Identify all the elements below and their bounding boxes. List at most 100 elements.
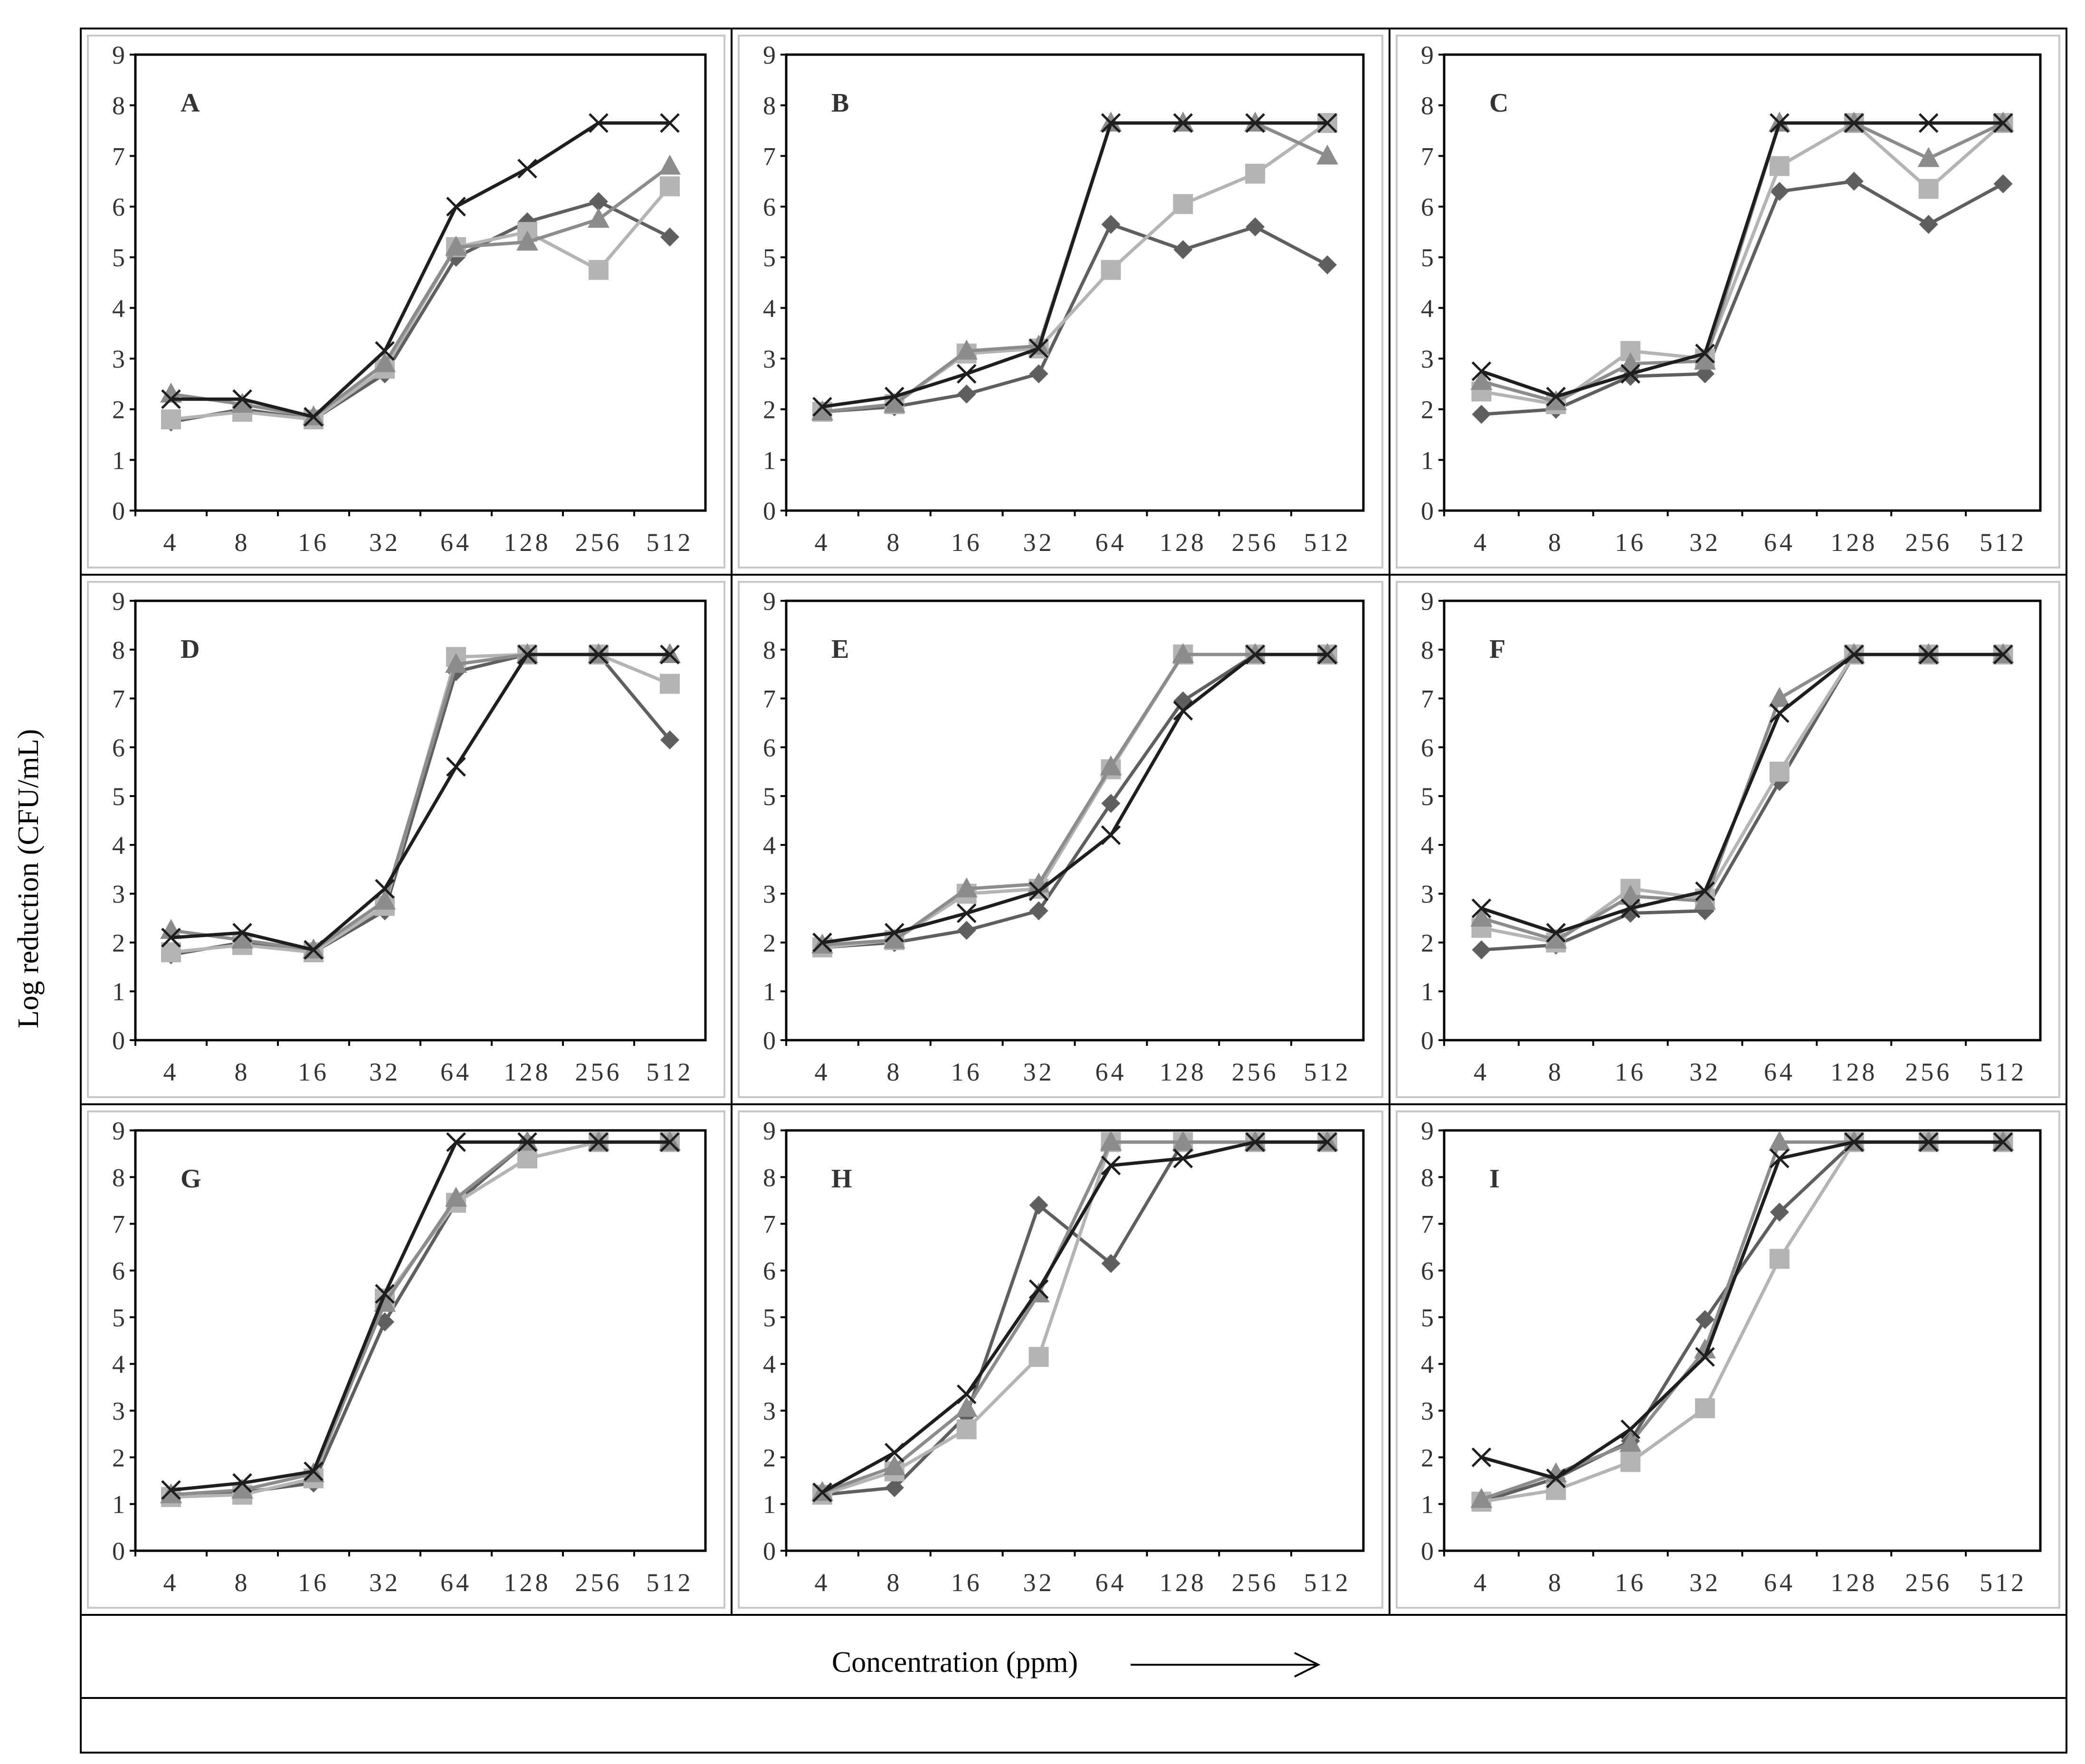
marker-square: [1918, 179, 1939, 199]
plot-area: [134, 1129, 707, 1552]
frame-border: [80, 28, 2067, 1754]
marker-triangle: [231, 393, 253, 413]
panel-border: [738, 1110, 1383, 1609]
x-tick-label: 128: [1160, 528, 1207, 557]
cross-stroke: [161, 389, 181, 409]
x-tick-label: 128: [1830, 528, 1877, 557]
marker-diamond: [1695, 1310, 1715, 1329]
marker-cross: [1993, 113, 2013, 133]
series-line-square: [1481, 1140, 2003, 1504]
marker-diamond: [1029, 1195, 1048, 1215]
marker-triangle: [1545, 390, 1567, 410]
y-tick-label: 6: [112, 193, 125, 221]
plot-area: [1443, 1129, 2042, 1552]
cross-stroke: [660, 113, 680, 133]
cross-stroke: [1546, 1468, 1566, 1489]
panel-E: 0 1 2 3 4 5 6 7 8 9 4 8 16 32 64 128 256 512 E: [738, 581, 1383, 1098]
cross-stroke: [1993, 1132, 2013, 1152]
y-tick-label: 6: [112, 733, 125, 762]
marker-cross: [956, 364, 977, 384]
y-tick-label: 1: [112, 446, 125, 474]
y-tick-label: 9: [1421, 587, 1434, 616]
x-tick-label: 16: [298, 1568, 329, 1597]
marker-triangle: [955, 877, 978, 898]
marker-square: [517, 1148, 537, 1168]
panel-border: [87, 581, 725, 1098]
y-tick-label: 8: [1421, 636, 1434, 664]
y-tick-label: 4: [1421, 831, 1434, 860]
y-tick-label: 6: [763, 733, 776, 762]
cross-stroke: [660, 645, 680, 664]
x-tick-label: 4: [163, 1058, 179, 1086]
marker-cross: [1993, 1132, 2013, 1152]
y-tick-label: 2: [112, 929, 125, 957]
x-tick-label: 64: [440, 1058, 472, 1086]
plot-area: [785, 599, 1365, 1042]
cross-stroke: [1245, 1132, 1265, 1152]
cross-stroke: [1993, 113, 2013, 133]
marker-cross: [589, 1132, 609, 1152]
x-tick-label: 128: [504, 1568, 551, 1597]
plot-area: [1443, 599, 2042, 1042]
marker-triangle: [1694, 350, 1716, 370]
cross-stroke: [375, 1284, 395, 1304]
cross-stroke: [1695, 343, 1715, 364]
marker-cross: [1101, 1155, 1121, 1176]
marker-diamond: [1770, 182, 1789, 201]
y-tick-label: 7: [1421, 1210, 1434, 1239]
series-line-square: [171, 1140, 670, 1499]
y-tick-label: 1: [1421, 1490, 1434, 1519]
marker-cross: [1844, 1132, 1864, 1152]
marker-cross: [1844, 645, 1864, 664]
marker-cross: [1770, 1148, 1790, 1168]
marker-cross: [812, 1482, 832, 1502]
series-line-diamond: [822, 653, 1328, 949]
series-line-cross: [171, 121, 670, 419]
y-tick-label: 8: [112, 636, 125, 664]
marker-square: [1101, 260, 1121, 280]
x-tick-label: 512: [647, 1568, 694, 1597]
y-tick-label: 9: [112, 587, 125, 616]
y-tick-label: 0: [112, 1026, 125, 1055]
cross-stroke: [589, 113, 609, 133]
marker-cross: [660, 113, 680, 133]
x-tick-label: 16: [1615, 1058, 1646, 1086]
x-tick-label: 256: [1232, 1058, 1279, 1086]
y-tick-label: 7: [112, 1210, 125, 1239]
x-tick-label: 512: [647, 1058, 694, 1086]
cross-stroke: [1770, 113, 1790, 133]
cross-stroke: [1317, 1132, 1337, 1152]
x-tick-label: 128: [504, 528, 551, 557]
marker-diamond: [1993, 174, 2013, 193]
cross-stroke: [304, 940, 324, 960]
y-tick-label: 8: [1421, 1163, 1434, 1192]
panel-D: 0 1 2 3 4 5 6 7 8 9 4 8 16 32 64 128 256 512 D: [87, 581, 725, 1098]
y-tick-label: 9: [1421, 1117, 1434, 1145]
cross-stroke: [446, 1132, 466, 1152]
marker-cross: [1317, 1132, 1337, 1152]
x-tick-label: 4: [814, 1568, 830, 1597]
y-tick-label: 6: [1421, 733, 1434, 762]
marker-cross: [1245, 645, 1265, 664]
y-tick-label: 5: [1421, 1303, 1434, 1332]
arrow-head: [1294, 1652, 1321, 1678]
series-line-diamond: [171, 653, 671, 957]
marker-triangle: [374, 890, 396, 910]
x-tick-label: 256: [575, 1058, 622, 1086]
y-tick-label: 3: [112, 880, 125, 909]
cross-stroke: [1918, 113, 1939, 133]
marker-diamond: [1844, 171, 1864, 191]
y-tick-label: 8: [763, 1163, 776, 1192]
marker-cross: [1918, 113, 1939, 133]
cross-stroke: [1471, 1447, 1492, 1468]
marker-triangle: [1694, 890, 1716, 910]
x-tick-label: 32: [1689, 1568, 1721, 1597]
marker-diamond: [957, 920, 976, 940]
panel-letter: G: [181, 1164, 201, 1194]
cross-stroke: [1101, 1155, 1121, 1176]
marker-square: [589, 260, 609, 280]
x-tick-label: 4: [163, 528, 179, 557]
cross-stroke: [375, 879, 395, 899]
y-tick-label: 8: [763, 636, 776, 664]
